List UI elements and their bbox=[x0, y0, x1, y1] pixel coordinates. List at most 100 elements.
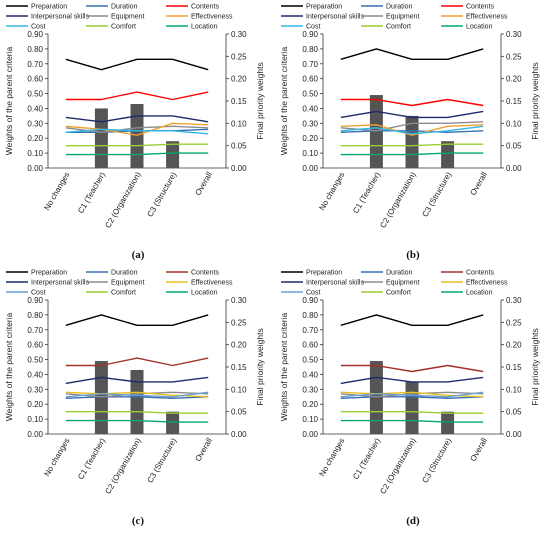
bar bbox=[130, 369, 144, 434]
y2-tick-label: 0.05 bbox=[506, 142, 522, 151]
legend-label: Location bbox=[191, 24, 218, 31]
y-tick-label: 0.10 bbox=[302, 415, 318, 424]
x-tick-label: Overall bbox=[193, 170, 214, 197]
bar bbox=[130, 103, 144, 168]
legend-label: Comfort bbox=[386, 290, 411, 297]
y2-tick-label: 0.10 bbox=[506, 385, 522, 394]
y-tick-label: 0.90 bbox=[27, 30, 43, 39]
chart-panel-0: Preparation Duration Contents Interpersonal… bbox=[4, 4, 265, 262]
y2-axis-title: Final priority weights bbox=[530, 62, 540, 139]
bar bbox=[405, 381, 419, 434]
y-tick-label: 0.40 bbox=[27, 104, 43, 113]
y-tick-label: 0.30 bbox=[302, 119, 318, 128]
panel-label: (d) bbox=[406, 515, 420, 527]
legend-label: Duration bbox=[111, 270, 138, 277]
legend-label: Cost bbox=[306, 24, 320, 31]
y2-tick-label: 0.00 bbox=[231, 430, 247, 439]
bar bbox=[369, 95, 383, 168]
y2-tick-label: 0.05 bbox=[231, 142, 247, 151]
series-line bbox=[340, 143, 484, 147]
legend-label: Contents bbox=[466, 4, 495, 11]
legend-label: Preparation bbox=[31, 270, 67, 277]
y2-tick-label: 0.20 bbox=[506, 341, 522, 350]
y2-tick-label: 0.00 bbox=[506, 430, 522, 439]
y2-tick-label: 0.20 bbox=[231, 75, 247, 84]
y-tick-label: 0.80 bbox=[302, 311, 318, 320]
legend-label: Location bbox=[466, 24, 493, 31]
y2-axis-title: Final priority weights bbox=[530, 328, 540, 405]
y-tick-label: 0.50 bbox=[27, 356, 43, 365]
y-tick-label: 0.00 bbox=[302, 430, 318, 439]
y2-tick-label: 0.10 bbox=[506, 119, 522, 128]
y-tick-label: 0.50 bbox=[27, 90, 43, 99]
y-tick-label: 0.00 bbox=[302, 164, 318, 173]
series-line bbox=[65, 128, 209, 135]
bar bbox=[166, 141, 180, 168]
y-tick-label: 0.30 bbox=[27, 119, 43, 128]
series-line bbox=[340, 410, 484, 414]
x-tick-label: No changes bbox=[42, 171, 71, 212]
series-line bbox=[340, 376, 484, 385]
bar bbox=[94, 108, 108, 168]
chart-panel-2: Preparation Duration Contents Interpersonal… bbox=[4, 270, 265, 528]
legend-label: Contents bbox=[191, 270, 220, 277]
x-tick-label: C2 (Organization) bbox=[103, 436, 143, 495]
chart-panel-1: Preparation Duration Contents Interpersonal… bbox=[279, 4, 540, 262]
series-line bbox=[65, 122, 209, 136]
y2-tick-label: 0.00 bbox=[506, 164, 522, 173]
y-axis-title: Weights of the parent criteria bbox=[279, 46, 289, 155]
series-line bbox=[65, 410, 209, 414]
legend-label: Interpersonal skills bbox=[306, 14, 364, 21]
x-tick-label: C1 (Teacher) bbox=[351, 436, 382, 481]
y2-tick-label: 0.30 bbox=[506, 296, 522, 305]
series-line bbox=[340, 48, 484, 60]
legend-label: Effectiveness bbox=[191, 14, 233, 21]
y2-tick-label: 0.20 bbox=[231, 341, 247, 350]
legend-label: Interpersonal skills bbox=[306, 280, 364, 287]
chart-panel-3: Preparation Duration Contents Interpersonal… bbox=[279, 270, 540, 528]
series-line bbox=[340, 152, 484, 156]
y-tick-label: 0.60 bbox=[302, 75, 318, 84]
y-tick-label: 0.80 bbox=[27, 311, 43, 320]
y2-tick-label: 0.30 bbox=[231, 296, 247, 305]
y-tick-label: 0.10 bbox=[27, 149, 43, 158]
series-line bbox=[340, 110, 484, 119]
y-tick-label: 0.20 bbox=[302, 134, 318, 143]
y-tick-label: 0.90 bbox=[302, 296, 318, 305]
series-line bbox=[340, 98, 484, 107]
y-tick-label: 0.40 bbox=[302, 370, 318, 379]
legend-label: Preparation bbox=[31, 4, 67, 11]
series-line bbox=[340, 419, 484, 423]
y-axis-title: Weights of the parent criteria bbox=[4, 46, 14, 155]
series-line bbox=[65, 376, 209, 385]
y2-tick-label: 0.15 bbox=[506, 363, 522, 372]
y2-tick-label: 0.15 bbox=[231, 363, 247, 372]
series-line bbox=[340, 391, 484, 398]
legend-label: Interpersonal skills bbox=[31, 14, 89, 21]
y2-tick-label: 0.15 bbox=[506, 97, 522, 106]
y-tick-label: 0.20 bbox=[27, 134, 43, 143]
x-tick-label: Overall bbox=[193, 436, 214, 463]
legend-label: Preparation bbox=[306, 270, 342, 277]
legend-label: Equipment bbox=[386, 14, 420, 21]
x-tick-label: Overall bbox=[468, 436, 489, 463]
legend-label: Cost bbox=[306, 290, 320, 297]
y2-axis-title: Final priority weights bbox=[255, 62, 265, 139]
legend-label: Duration bbox=[111, 4, 138, 11]
y-tick-label: 0.50 bbox=[302, 90, 318, 99]
legend-label: Equipment bbox=[111, 280, 145, 287]
y-tick-label: 0.00 bbox=[27, 430, 43, 439]
x-tick-label: C1 (Teacher) bbox=[76, 436, 107, 481]
y-tick-label: 0.30 bbox=[27, 385, 43, 394]
y2-tick-label: 0.00 bbox=[231, 164, 247, 173]
series-line bbox=[65, 357, 209, 367]
bar bbox=[441, 411, 455, 434]
series-line bbox=[340, 124, 484, 136]
y2-tick-label: 0.25 bbox=[231, 318, 247, 327]
y-tick-label: 0.70 bbox=[27, 326, 43, 335]
x-tick-label: C3 (Structure) bbox=[420, 436, 453, 484]
legend-label: Location bbox=[191, 290, 218, 297]
y2-axis-title: Final priority weights bbox=[255, 328, 265, 405]
